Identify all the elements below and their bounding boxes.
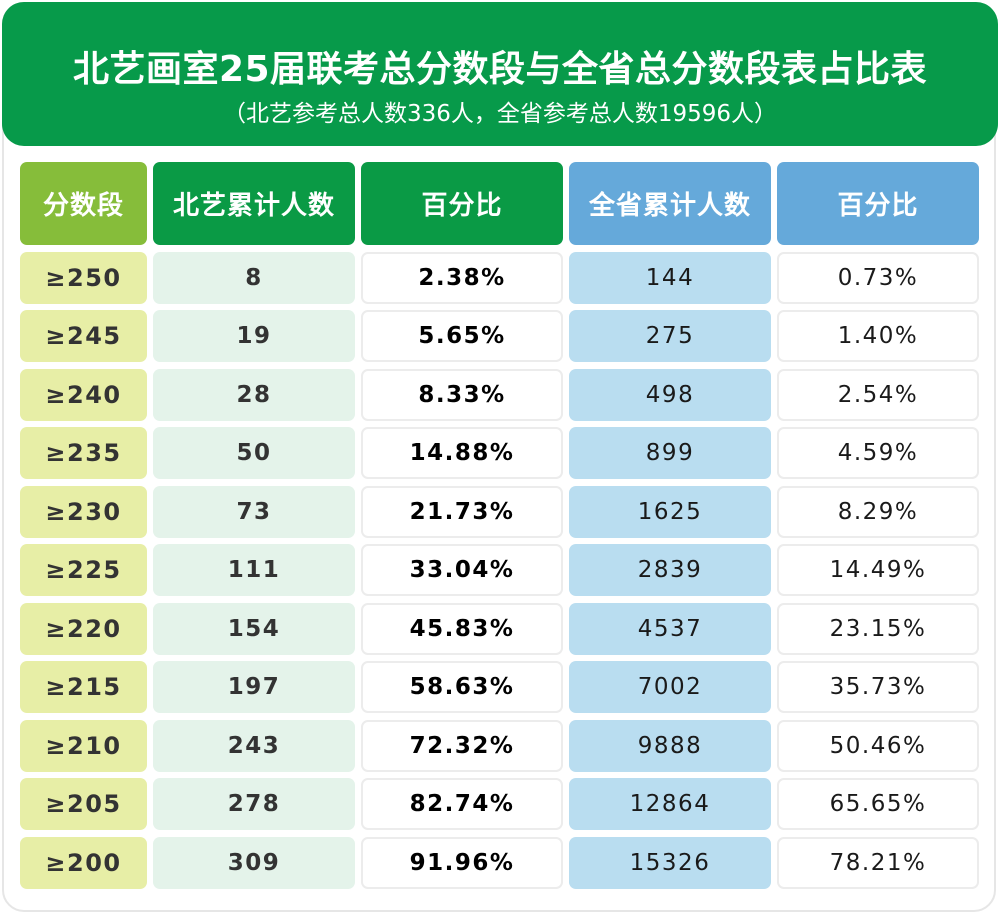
cell-beiyi-percent: 72.32%	[361, 719, 563, 772]
cell-score-band: ≥225	[20, 544, 147, 597]
cell-beiyi-percent: 21.73%	[361, 485, 563, 538]
cell-score-band: ≥215	[20, 661, 147, 714]
cell-beiyi-percent: 45.83%	[361, 602, 563, 655]
cell-beiyi-cumulative: 278	[153, 778, 355, 831]
cell-province-cumulative: 2839	[569, 544, 771, 597]
cell-province-percent: 0.73%	[777, 251, 979, 304]
cell-score-band: ≥240	[20, 368, 147, 421]
cell-beiyi-percent: 8.33%	[361, 368, 563, 421]
cell-score-band: ≥230	[20, 485, 147, 538]
cell-score-band: ≥220	[20, 602, 147, 655]
cell-score-band: ≥235	[20, 427, 147, 480]
cell-province-percent: 50.46%	[777, 719, 979, 772]
column-header-province-cumulative: 全省累计人数	[569, 162, 771, 245]
cell-score-band: ≥250	[20, 251, 147, 304]
cell-beiyi-cumulative: 73	[153, 485, 355, 538]
cell-province-cumulative: 4537	[569, 602, 771, 655]
column-header-beiyi-percent: 百分比	[361, 162, 563, 245]
cell-beiyi-percent: 58.63%	[361, 661, 563, 714]
cell-beiyi-cumulative: 19	[153, 310, 355, 363]
cell-province-cumulative: 899	[569, 427, 771, 480]
cell-beiyi-cumulative: 309	[153, 837, 355, 890]
cell-score-band: ≥210	[20, 719, 147, 772]
cell-score-band: ≥245	[20, 310, 147, 363]
cell-province-percent: 35.73%	[777, 661, 979, 714]
cell-beiyi-cumulative: 50	[153, 427, 355, 480]
cell-province-cumulative: 498	[569, 368, 771, 421]
cell-province-percent: 1.40%	[777, 310, 979, 363]
cell-province-cumulative: 9888	[569, 719, 771, 772]
cell-province-cumulative: 15326	[569, 837, 771, 890]
cell-score-band: ≥200	[20, 837, 147, 890]
cell-beiyi-percent: 91.96%	[361, 837, 563, 890]
column-header-province-percent: 百分比	[777, 162, 979, 245]
cell-province-percent: 8.29%	[777, 485, 979, 538]
cell-beiyi-percent: 14.88%	[361, 427, 563, 480]
cell-province-percent: 2.54%	[777, 368, 979, 421]
cell-score-band: ≥205	[20, 778, 147, 831]
cell-beiyi-percent: 5.65%	[361, 310, 563, 363]
cell-province-percent: 65.65%	[777, 778, 979, 831]
cell-province-cumulative: 275	[569, 310, 771, 363]
cell-beiyi-percent: 2.38%	[361, 251, 563, 304]
cell-beiyi-cumulative: 28	[153, 368, 355, 421]
page-title: 北艺画室25届联考总分数段与全省总分数段表占比表	[72, 49, 928, 90]
column-header-beiyi-cumulative: 北艺累计人数	[153, 162, 355, 245]
cell-beiyi-cumulative: 154	[153, 602, 355, 655]
cell-province-cumulative: 12864	[569, 778, 771, 831]
cell-province-percent: 78.21%	[777, 837, 979, 890]
cell-beiyi-cumulative: 111	[153, 544, 355, 597]
cell-province-percent: 23.15%	[777, 602, 979, 655]
cell-beiyi-cumulative: 243	[153, 719, 355, 772]
cell-province-cumulative: 144	[569, 251, 771, 304]
cell-province-percent: 4.59%	[777, 427, 979, 480]
title-banner: 北艺画室25届联考总分数段与全省总分数段表占比表 （北艺参考总人数336人，全省…	[2, 2, 998, 146]
cell-beiyi-cumulative: 197	[153, 661, 355, 714]
cell-beiyi-cumulative: 8	[153, 251, 355, 304]
cell-province-cumulative: 1625	[569, 485, 771, 538]
cell-province-cumulative: 7002	[569, 661, 771, 714]
page-subtitle: （北艺参考总人数336人，全省参考总人数19596人）	[222, 101, 778, 127]
column-header-score-band: 分数段	[20, 162, 147, 245]
cell-beiyi-percent: 33.04%	[361, 544, 563, 597]
cell-province-percent: 14.49%	[777, 544, 979, 597]
score-table: 分数段 北艺累计人数 百分比 全省累计人数 百分比 ≥250 8 2.38% 144 0.73% ≥…	[20, 162, 979, 890]
cell-beiyi-percent: 82.74%	[361, 778, 563, 831]
